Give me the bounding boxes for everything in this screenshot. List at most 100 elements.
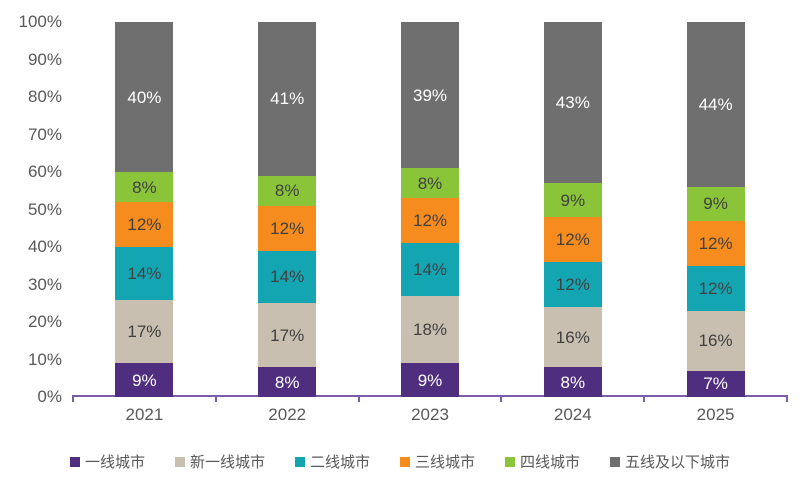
axis-tick xyxy=(500,395,503,402)
segment-四线城市-2022: 8% xyxy=(258,175,317,206)
segment-value-label: 8% xyxy=(560,372,586,392)
legend-label: 三线城市 xyxy=(415,453,476,471)
legend-label: 二线城市 xyxy=(309,453,370,471)
x-axis-label-2024: 2024 xyxy=(553,405,592,424)
segment-三线城市-2025: 12% xyxy=(686,220,745,266)
legend-item-四线城市: 四线城市 xyxy=(505,455,580,470)
segment-新一线城市-2023: 18% xyxy=(401,295,459,364)
segment-value-label: 8% xyxy=(274,372,300,392)
segment-一线城市-2023: 9% xyxy=(401,363,459,397)
segment-三线城市-2024: 12% xyxy=(543,217,602,262)
bar-2024: 8% 16% 12% 12% 9% 43% xyxy=(543,21,602,397)
segment-四线城市-2021: 8% xyxy=(115,172,174,202)
segment-二线城市-2023: 14% xyxy=(401,243,459,296)
segment-value-label: 16% xyxy=(555,327,590,347)
segment-五线及以下城市-2025: 44% xyxy=(686,22,745,187)
legend-item-一线城市: 一线城市 xyxy=(69,453,145,471)
segment-value-label: 17% xyxy=(270,325,305,345)
y-axis-label: 100% xyxy=(18,12,62,31)
legend-item-三线城市: 三线城市 xyxy=(400,455,475,470)
legend-label: 五线及以下城市 xyxy=(625,453,731,471)
axis-tick xyxy=(214,395,217,402)
segment-一线城市-2022: 8% xyxy=(258,367,317,397)
segment-value-label: 8% xyxy=(274,181,300,201)
y-axis-label: 10% xyxy=(27,349,62,369)
segment-value-label: 17% xyxy=(127,321,162,341)
legend-label: 四线城市 xyxy=(520,453,581,471)
legend-swatch xyxy=(400,457,410,467)
segment-value-label: 7% xyxy=(703,374,728,394)
segment-四线城市-2023: 8% xyxy=(401,168,459,199)
y-axis-label: 90% xyxy=(27,49,62,69)
legend-item-五线及以下城市: 五线及以下城市 xyxy=(610,455,730,470)
segment-二线城市-2024: 12% xyxy=(543,262,602,307)
segment-五线及以下城市-2023: 39% xyxy=(401,21,459,169)
segment-value-label: 41% xyxy=(270,89,305,109)
segment-value-label: 12% xyxy=(270,218,305,238)
axis-tick xyxy=(357,395,360,402)
y-axis-label: 20% xyxy=(27,312,62,331)
segment-value-label: 12% xyxy=(698,233,733,253)
segment-value-label: 16% xyxy=(698,331,733,351)
x-axis-label-2025: 2025 xyxy=(696,405,735,424)
segment-value-label: 44% xyxy=(698,95,733,114)
axis-tick xyxy=(643,395,646,402)
legend-label: 新一线城市 xyxy=(189,453,265,471)
segment-新一线城市-2025: 16% xyxy=(686,310,745,371)
bar-2022: 8% 17% 14% 12% 8% 41% xyxy=(258,21,317,397)
segment-二线城市-2021: 14% xyxy=(115,247,174,300)
legend-item-二线城市: 二线城市 xyxy=(294,453,370,471)
legend-swatch xyxy=(505,457,516,467)
segment-新一线城市-2021: 17% xyxy=(115,299,174,364)
segment-五线及以下城市-2024: 43% xyxy=(543,21,602,184)
segment-一线城市-2024: 8% xyxy=(543,367,602,397)
segment-value-label: 12% xyxy=(555,275,590,294)
axis-tick xyxy=(786,395,788,402)
segment-三线城市-2021: 12% xyxy=(115,202,174,247)
segment-四线城市-2025: 9% xyxy=(686,186,745,221)
segment-五线及以下城市-2021: 40% xyxy=(115,22,174,172)
legend-item-新一线城市: 新一线城市 xyxy=(174,453,265,471)
segment-value-label: 8% xyxy=(417,173,443,193)
y-axis-label: 40% xyxy=(27,237,62,256)
x-axis-label-2022: 2022 xyxy=(268,405,307,424)
y-axis-label: 60% xyxy=(27,162,62,181)
bar-2023: 9% 18% 14% 12% 8% 39% xyxy=(401,21,459,397)
segment-value-label: 8% xyxy=(132,177,157,197)
segment-value-label: 9% xyxy=(132,370,157,390)
segment-value-label: 9% xyxy=(417,370,443,390)
segment-value-label: 12% xyxy=(555,230,590,249)
segment-三线城市-2023: 12% xyxy=(401,198,459,244)
y-axis-label: 80% xyxy=(27,87,62,106)
y-axis-label: 50% xyxy=(27,199,62,219)
legend: 一线城市 新一线城市 二线城市 三线城市 四线城市 五线及以下城市 xyxy=(0,451,800,473)
segment-value-label: 39% xyxy=(412,85,448,105)
segment-value-label: 14% xyxy=(412,259,448,279)
segment-value-label: 12% xyxy=(127,215,162,234)
segment-value-label: 12% xyxy=(412,211,448,231)
legend-label: 一线城市 xyxy=(84,453,145,471)
x-axis-label-2023: 2023 xyxy=(411,405,449,424)
segment-value-label: 43% xyxy=(555,93,590,113)
segment-二线城市-2022: 14% xyxy=(258,250,317,304)
legend-swatch xyxy=(69,457,80,467)
legend-swatch xyxy=(294,457,305,467)
legend-swatch xyxy=(610,457,621,467)
segment-value-label: 9% xyxy=(560,190,586,210)
x-axis-label-2021: 2021 xyxy=(125,405,164,424)
segment-value-label: 18% xyxy=(412,319,448,339)
segment-二线城市-2025: 12% xyxy=(686,265,745,311)
segment-新一线城市-2022: 17% xyxy=(258,303,317,367)
segment-value-label: 40% xyxy=(127,87,162,107)
legend-swatch xyxy=(174,457,185,467)
segment-三线城市-2022: 12% xyxy=(258,205,317,251)
axis-tick xyxy=(72,395,74,402)
bar-2021: 9% 17% 14% 12% 8% 40% xyxy=(115,22,174,397)
bar-2025: 7% 16% 12% 12% 9% 44% xyxy=(686,22,745,397)
segment-新一线城市-2024: 16% xyxy=(543,307,602,367)
y-axis-label: 0% xyxy=(37,387,62,406)
y-axis-label: 30% xyxy=(27,274,62,294)
segment-value-label: 14% xyxy=(127,263,162,283)
segment-一线城市-2025: 7% xyxy=(686,370,745,397)
